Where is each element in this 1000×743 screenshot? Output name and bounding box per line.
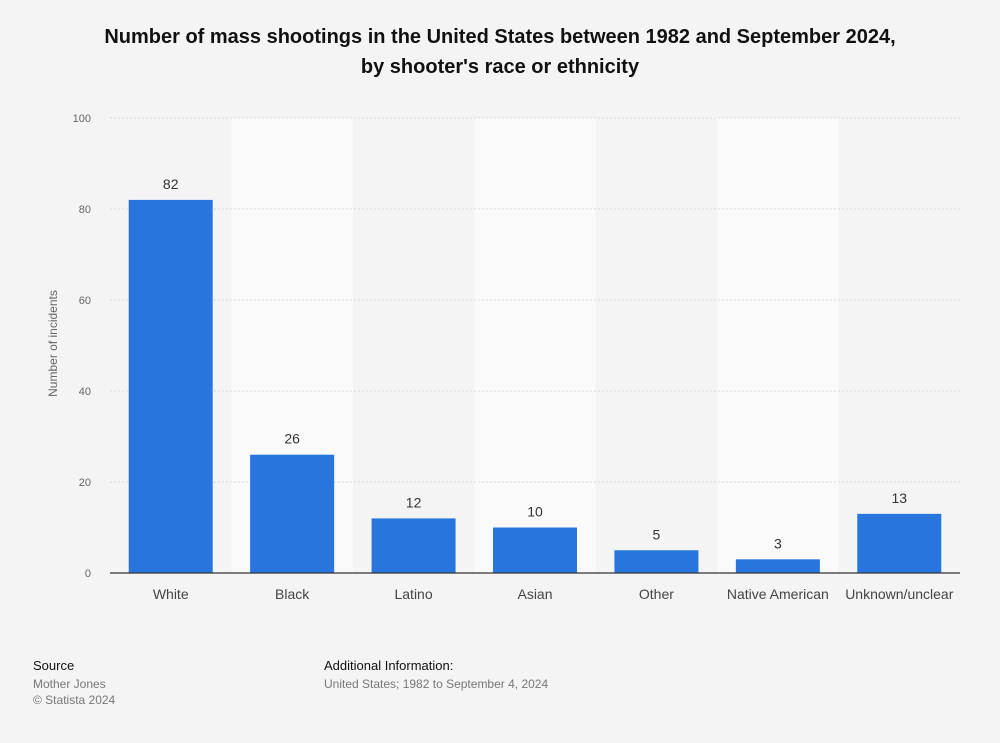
category-band bbox=[717, 118, 839, 573]
bar[interactable] bbox=[857, 513, 942, 573]
x-tick-label: Other bbox=[639, 586, 674, 602]
additional-info-block: Additional Information: United States; 1… bbox=[324, 658, 548, 692]
value-label: 10 bbox=[527, 504, 543, 520]
y-tick-label: 60 bbox=[79, 295, 91, 307]
bars bbox=[128, 199, 942, 574]
bar[interactable] bbox=[614, 550, 699, 573]
additional-info-text: United States; 1982 to September 4, 2024 bbox=[324, 677, 549, 691]
x-tick-label: Asian bbox=[517, 586, 552, 602]
y-tick-label: 100 bbox=[73, 113, 91, 125]
value-labels: 82 26 12 10 5 3 13 bbox=[163, 176, 907, 551]
bar-chart: 0 20 40 60 80 100 82 26 12 10 5 3 13 White Black Lati… bbox=[46, 113, 960, 602]
value-label: 5 bbox=[653, 526, 661, 542]
y-axis-title: Number of incidents bbox=[46, 290, 60, 397]
x-tick-label: Black bbox=[275, 586, 310, 602]
x-tick-label: Latino bbox=[394, 586, 432, 602]
x-tick-label: White bbox=[153, 586, 189, 602]
y-tick-label: 0 bbox=[85, 568, 91, 580]
source-line[interactable]: Mother Jones bbox=[33, 677, 106, 691]
gridlines bbox=[110, 117, 960, 483]
x-axis-ticks: White Black Latino Asian Other Native America… bbox=[153, 586, 954, 602]
bar[interactable] bbox=[371, 518, 456, 573]
bar[interactable] bbox=[128, 199, 213, 573]
value-label: 12 bbox=[406, 494, 422, 510]
x-tick-label: Unknown/unclear bbox=[845, 586, 954, 602]
y-axis-ticks: 0 20 40 60 80 100 bbox=[73, 113, 91, 580]
bar[interactable] bbox=[735, 559, 820, 573]
category-band bbox=[474, 118, 596, 573]
chart-title-line-2: by shooter's race or ethnicity bbox=[360, 56, 640, 78]
value-label: 3 bbox=[774, 535, 782, 551]
y-tick-label: 20 bbox=[79, 477, 91, 489]
copyright-line[interactable]: © Statista 2024 bbox=[33, 693, 116, 707]
value-label: 82 bbox=[163, 176, 179, 192]
additional-info-heading: Additional Information: bbox=[324, 658, 454, 673]
y-tick-label: 40 bbox=[79, 386, 91, 398]
value-label: 13 bbox=[891, 490, 907, 506]
y-tick-label: 80 bbox=[79, 204, 91, 216]
chart-title: Number of mass shootings in the United S… bbox=[0, 22, 1000, 82]
chart-title-line-1: Number of mass shootings in the United S… bbox=[104, 26, 896, 48]
bar[interactable] bbox=[493, 527, 577, 574]
source-heading: Source bbox=[33, 658, 75, 673]
x-tick-label: Native American bbox=[727, 586, 829, 602]
bar[interactable] bbox=[250, 454, 335, 573]
source-block: Source Mother Jones © Statista 2024 bbox=[33, 658, 115, 708]
value-label: 26 bbox=[284, 431, 300, 447]
